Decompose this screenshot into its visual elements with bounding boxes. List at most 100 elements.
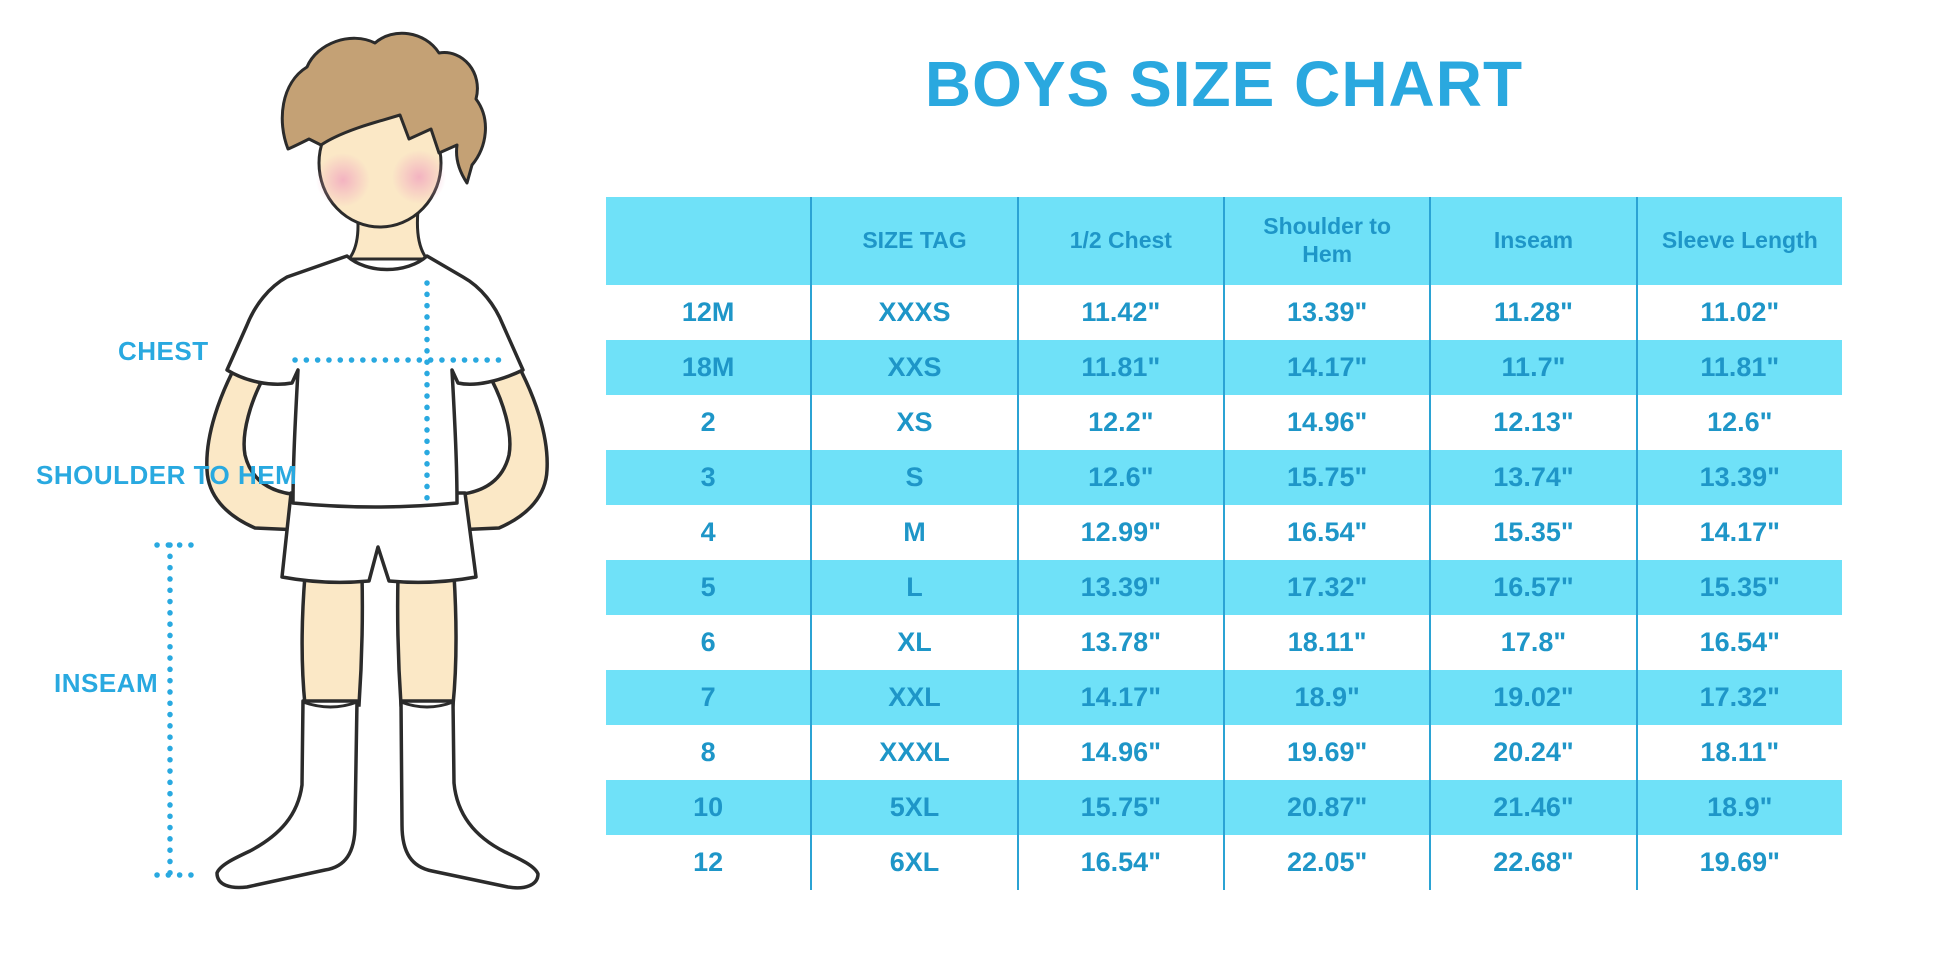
measurement-value: 11.7" (1429, 340, 1635, 395)
measurement-value: 13.74" (1429, 450, 1635, 505)
measurement-value: 14.17" (1222, 340, 1429, 395)
age-size-label: 3 (700, 462, 716, 492)
col-header-size-tag: SIZE TAG (810, 197, 1016, 285)
measurement-value: 17.8" (1429, 615, 1635, 670)
measurement-value: XL (810, 615, 1016, 670)
chest-label: CHEST (118, 336, 209, 366)
size-row-12m: 12M XXXS 11.42" 13.39" 11.28" 11.02" (606, 285, 1842, 340)
shoulder-to-hem-label: SHOULDER TO HEM (36, 460, 298, 490)
boy-right-leg (395, 573, 458, 707)
boy-right-sock-top (400, 700, 454, 709)
col-header-size (606, 197, 810, 285)
measurement-value: S (810, 450, 1016, 505)
age-size-label: 10 (693, 792, 724, 822)
measurement-value: 19.02" (1429, 670, 1635, 725)
measurement-value: 18.9" (1222, 670, 1429, 725)
measurement-value: 11.28" (1429, 285, 1635, 340)
size-table: SIZE TAG 1/2 Chest Shoulder to Hem Inseam Sl… (606, 197, 1842, 890)
measurement-value: 15.75" (1016, 780, 1223, 835)
measurement-value: 17.32" (1222, 560, 1429, 615)
size-row-10: 10 5XL 15.75" 20.87" 21.46" 18.9" (606, 780, 1842, 835)
col-header-1-2-chest: 1/2 Chest (1016, 197, 1223, 285)
boy-blush-left (316, 153, 370, 207)
size-row-12: 12 6XL 16.54" 22.05" 22.68" 19.69" (606, 835, 1842, 890)
measurement-value: 13.39" (1635, 450, 1842, 505)
boy-hair (280, 31, 487, 185)
measurement-value: 12.99" (1016, 505, 1223, 560)
measurement-value: 11.02" (1635, 285, 1842, 340)
age-size-label: 5 (700, 572, 716, 602)
measurement-value: 11.42" (1016, 285, 1223, 340)
measurement-value: 18.11" (1635, 725, 1842, 780)
measurement-value: 16.54" (1635, 615, 1842, 670)
col-header-inseam: Inseam (1429, 197, 1635, 285)
measurement-value: 12.6" (1635, 395, 1842, 450)
boy-blush-right (392, 150, 446, 204)
age-size-label: 7 (700, 682, 716, 712)
measurement-value: 16.54" (1016, 835, 1223, 890)
age-size-label: 12 (693, 847, 724, 877)
measurement-value: L (810, 560, 1016, 615)
measurement-value: 15.35" (1635, 560, 1842, 615)
measurement-value: XXS (810, 340, 1016, 395)
size-row-2: 2 XS 12.2" 14.96" 12.13" 12.6" (606, 395, 1842, 450)
age-size-label: 4 (700, 517, 716, 547)
boy-left-sock-top (302, 700, 358, 709)
measurement-value: 19.69" (1635, 835, 1842, 890)
measurement-value: 14.96" (1016, 725, 1223, 780)
measurement-value: 20.24" (1429, 725, 1635, 780)
boy-left-sock (215, 699, 359, 890)
measurement-value: 15.75" (1222, 450, 1429, 505)
measurement-value: 12.6" (1016, 450, 1223, 505)
measurement-value: 15.35" (1429, 505, 1635, 560)
measurement-value: M (810, 505, 1016, 560)
measurement-value: 12.13" (1429, 395, 1635, 450)
measurement-value: 5XL (810, 780, 1016, 835)
measurement-value: 22.05" (1222, 835, 1429, 890)
measurement-value: 17.32" (1635, 670, 1842, 725)
measurement-value: 18.9" (1635, 780, 1842, 835)
boy-left-leg (300, 573, 365, 707)
size-row-6: 6 XL 13.78" 18.11" 17.8" 16.54" (606, 615, 1842, 670)
size-row-5: 5 L 13.39" 17.32" 16.57" 15.35" (606, 560, 1842, 615)
age-size-label: 12M (681, 297, 735, 327)
measurement-value: XS (810, 395, 1016, 450)
measurement-value: XXXS (810, 285, 1016, 340)
age-size-label: 2 (700, 407, 716, 437)
age-size-label: 6 (700, 627, 716, 657)
measurement-value: 19.69" (1222, 725, 1429, 780)
measurement-value: 14.17" (1635, 505, 1842, 560)
table-header-row: SIZE TAG 1/2 Chest Shoulder to Hem Inseam Sl… (606, 197, 1842, 285)
measurement-value: 22.68" (1429, 835, 1635, 890)
boy-right-sock (399, 699, 540, 890)
measurement-value: 6XL (810, 835, 1016, 890)
table-body: 12M XXXS 11.42" 13.39" 11.28" 11.02" 18M XXS 11.… (606, 285, 1842, 890)
size-row-18m: 18M XXS 11.81" 14.17" 11.7" 11.81" (606, 340, 1842, 395)
measurement-value: 21.46" (1429, 780, 1635, 835)
page-title: BOYS SIZE CHART (924, 48, 1524, 120)
measurement-value: 13.39" (1016, 560, 1223, 615)
measurement-value: 13.78" (1016, 615, 1223, 670)
col-header-sleeve-length: Sleeve Length (1635, 197, 1842, 285)
size-row-7: 7 XXL 14.17" 18.9" 19.02" 17.32" (606, 670, 1842, 725)
measurement-value: 13.39" (1222, 285, 1429, 340)
measurement-value: 16.57" (1429, 560, 1635, 615)
inseam-label: INSEAM (54, 668, 159, 698)
age-size-label: 18M (681, 352, 735, 382)
boy-shorts (280, 491, 478, 585)
measurement-value: 14.96" (1222, 395, 1429, 450)
measurement-value: XXXL (810, 725, 1016, 780)
size-row-8: 8 XXXL 14.96" 19.69" 20.24" 18.11" (606, 725, 1842, 780)
size-row-4: 4 M 12.99" 16.54" 15.35" 14.17" (606, 505, 1842, 560)
measurement-value: 11.81" (1635, 340, 1842, 395)
measurement-value: 14.17" (1016, 670, 1223, 725)
boy-measurement-illustration (154, 31, 549, 890)
measurement-value: XXL (810, 670, 1016, 725)
boy-left-arm (205, 361, 302, 532)
size-row-3: 3 S 12.6" 15.75" 13.74" 13.39" (606, 450, 1842, 505)
boy-right-arm (452, 361, 549, 532)
measurement-value: 18.11" (1222, 615, 1429, 670)
boy-shirt (225, 254, 525, 509)
col-header-shoulder-to-hem: Shoulder to Hem (1222, 197, 1429, 285)
